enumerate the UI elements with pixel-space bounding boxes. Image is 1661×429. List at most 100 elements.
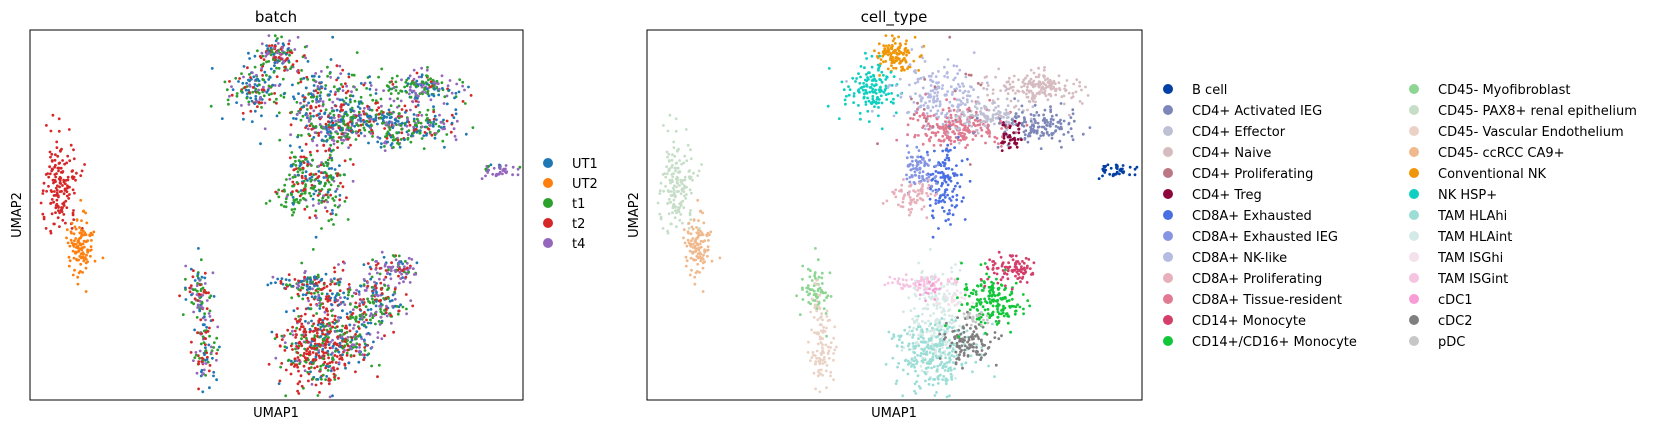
cell-type-point [928,124,932,128]
cell-type-point [815,299,819,303]
batch-point [304,174,307,178]
batch-point [211,356,214,360]
cell-type-point [832,352,835,355]
cell-type-point [948,121,952,125]
cell-type-point [929,84,933,87]
cell-type-point [816,258,820,262]
batch-point [492,166,496,170]
cell-type-point [1005,97,1009,101]
cell-type-point [811,351,815,354]
batch-point [277,382,281,385]
cell-type-point [944,180,948,184]
cell-type-point [889,100,893,104]
cell-type-point [938,103,942,106]
cell-type-point [907,192,910,196]
batch-point [265,44,269,47]
cell-type-point [947,178,951,181]
batch-point [191,275,195,279]
cell-type-point [686,238,690,242]
batch-point [320,377,323,381]
cell-type-point [970,85,973,89]
batch-point [248,57,252,60]
batch-point [270,48,274,51]
batch-point [329,282,332,286]
cell-type-point [961,82,964,85]
batch-point [297,369,300,373]
batch-point [335,78,338,82]
batch-point [312,109,316,113]
batch-point [358,304,361,308]
batch-point [178,294,182,298]
cell-type-point [1101,174,1104,178]
cell-type-point [980,106,983,110]
batch-point [280,362,284,365]
batch-point [294,317,297,321]
batch-point [429,77,432,80]
batch-point [445,119,449,123]
batch-point [300,333,304,337]
batch-point [333,277,336,281]
cell-type-point [676,166,680,170]
batch-point [282,92,286,96]
batch-point [334,104,338,108]
cell-type-point [1051,122,1055,126]
batch-point [301,94,305,97]
batch-point [351,346,355,349]
batch-point [372,118,375,121]
batch-point [306,276,310,279]
batch-ylabel: UMAP2 [10,192,25,238]
batch-point [319,189,322,193]
cell-type-point [667,190,671,194]
cell-type-point [1065,79,1069,82]
batch-point [384,297,388,301]
cell-type-point [884,93,888,96]
cell-type-point [1005,116,1009,120]
batch-point [201,373,204,376]
batch-point [320,292,324,296]
cell-type-point [818,335,822,339]
cell-type-point [698,210,702,213]
cell-type-point [878,54,882,58]
batch-point [321,341,325,345]
batch-point [305,75,309,79]
cell-type-point [682,194,686,198]
batch-point [299,161,302,165]
batch-point [338,87,341,91]
cell-type-point [696,198,700,202]
batch-point [195,293,199,296]
cell-type-point [1024,76,1027,80]
batch-point [362,83,366,87]
cell-type-point [1135,165,1139,169]
batch-point [273,61,277,64]
batch-point [323,170,327,174]
cell-type-point [871,95,875,98]
batch-point [341,68,345,72]
cell-type-point [916,107,919,111]
batch-point [365,87,368,90]
cell-type-point [1067,121,1071,125]
cell-type-point [681,221,684,225]
batch-point [200,301,204,305]
batch-point [259,142,262,146]
batch-point [414,105,418,109]
batch-point [63,182,67,186]
cell-type-point [966,100,969,104]
batch-point [425,125,429,129]
cell-type-point [682,190,686,194]
batch-point [310,292,313,295]
batch-point [67,197,71,200]
batch-point [196,274,200,278]
batch-point [196,331,199,335]
batch-point [390,76,394,80]
cell-type-point [857,72,860,75]
batch-point [295,100,299,104]
batch-point [304,358,308,362]
cell-type-point [913,170,917,174]
batch-point [362,358,365,361]
cell-type-point [903,68,906,72]
batch-point [329,134,332,138]
cell-type-point [878,74,881,77]
batch-point [325,126,328,130]
cell-type-point [936,109,940,113]
batch-point [276,42,280,45]
